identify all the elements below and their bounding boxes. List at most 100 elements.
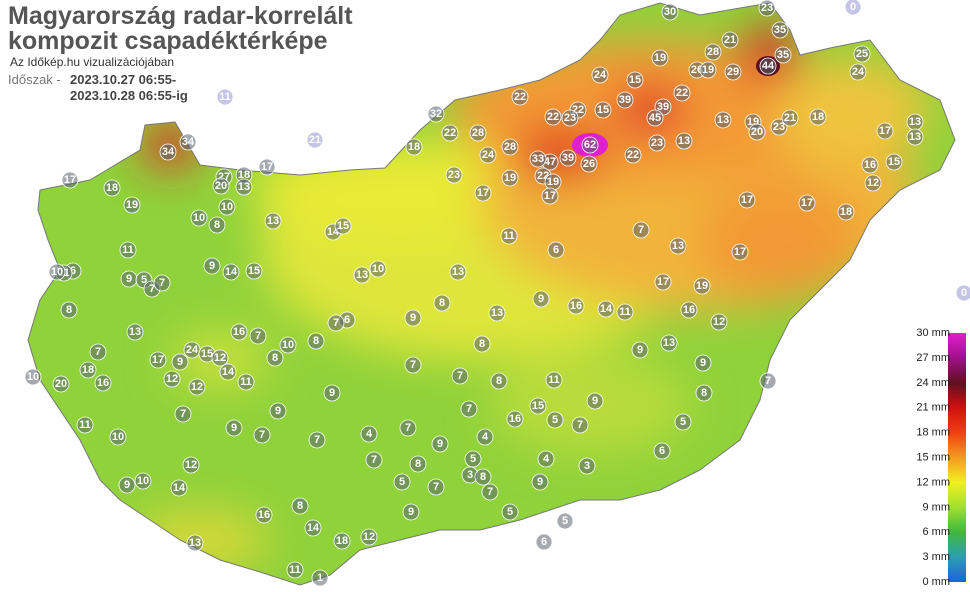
station-badge xyxy=(694,354,712,372)
station-value: 17 xyxy=(734,246,746,258)
station-badge xyxy=(861,156,879,174)
legend-label: 9 mm xyxy=(923,501,951,513)
station-badge xyxy=(126,323,144,341)
station-badge xyxy=(211,349,229,367)
station-value: 10 xyxy=(221,201,233,213)
station-badge xyxy=(433,294,451,312)
station-badge xyxy=(673,84,691,102)
station-value: 10 xyxy=(51,266,63,278)
station-value: 13 xyxy=(491,307,503,319)
station-value: 5 xyxy=(399,476,405,488)
station-badge xyxy=(249,327,267,345)
station-badge xyxy=(306,131,324,149)
station-badge xyxy=(759,372,777,390)
station-badge xyxy=(646,109,664,127)
station-value: 19 xyxy=(696,280,708,292)
station-badge xyxy=(616,91,634,109)
period-label: Időszak - xyxy=(8,72,61,87)
station-badge xyxy=(222,263,240,281)
station-value: 3 xyxy=(467,469,473,481)
station-badge xyxy=(616,303,634,321)
station-value: 28 xyxy=(472,127,484,139)
station-badge xyxy=(876,122,894,140)
station-value: 7 xyxy=(159,277,165,289)
station-value: 15 xyxy=(248,265,260,277)
station-value: 13 xyxy=(717,114,729,126)
station-value: 13 xyxy=(189,537,201,549)
station-badge xyxy=(208,216,226,234)
station-badge xyxy=(546,411,564,429)
station-badge xyxy=(571,416,589,434)
station-badge xyxy=(451,367,469,385)
station-badge xyxy=(218,198,236,216)
station-badge xyxy=(653,442,671,460)
station-value: 11 xyxy=(122,244,134,256)
station-value: 18 xyxy=(82,364,94,376)
station-value: 16 xyxy=(570,300,582,312)
station-value: 20 xyxy=(55,378,67,390)
station-value: 9 xyxy=(537,476,543,488)
station-value: 13 xyxy=(663,337,675,349)
station-badge xyxy=(488,304,506,322)
station-badge xyxy=(286,561,304,579)
station-value: 32 xyxy=(430,108,442,120)
station-value: 19 xyxy=(547,176,559,188)
station-value: 1 xyxy=(317,572,323,584)
station-badge xyxy=(695,384,713,402)
station-badge xyxy=(674,413,692,431)
station-badge xyxy=(798,194,816,212)
station-value: 22 xyxy=(676,87,688,99)
station-value: 26 xyxy=(583,158,595,170)
station-value: 7 xyxy=(371,454,377,466)
station-badge xyxy=(651,49,669,67)
title: kompozit csapadéktérképe xyxy=(8,27,328,55)
station-badge xyxy=(675,132,693,150)
station-value: 8 xyxy=(496,375,502,387)
station-value: 39 xyxy=(562,152,574,164)
station-value: 7 xyxy=(95,346,101,358)
station-badge xyxy=(849,63,867,81)
station-value: 12 xyxy=(191,381,203,393)
station-value: 62 xyxy=(584,139,596,151)
station-value: 18 xyxy=(408,141,420,153)
station-badge xyxy=(307,332,325,350)
station-value: 20 xyxy=(215,180,227,192)
station-badge xyxy=(853,45,871,63)
station-badge xyxy=(578,457,596,475)
station-badge xyxy=(594,101,612,119)
station-badge xyxy=(559,149,577,167)
station-value: 0 xyxy=(850,1,856,13)
station-badge xyxy=(631,341,649,359)
station-value: 16 xyxy=(97,377,109,389)
station-badge xyxy=(731,243,749,261)
station-value: 11 xyxy=(240,376,252,388)
station-badge xyxy=(369,260,387,278)
station-value: 19 xyxy=(654,52,666,64)
station-value: 7 xyxy=(180,408,186,420)
station-value: 21 xyxy=(309,134,321,146)
station-badge xyxy=(481,483,499,501)
station-badge xyxy=(52,375,70,393)
station-badge xyxy=(149,351,167,369)
station-value: 18 xyxy=(238,169,250,181)
station-badge xyxy=(648,134,666,152)
station-value: 15 xyxy=(337,220,349,232)
station-value: 18 xyxy=(812,111,824,123)
station-badge xyxy=(24,368,42,386)
station-value: 16 xyxy=(683,304,695,316)
station-value: 19 xyxy=(504,172,516,184)
station-badge xyxy=(597,300,615,318)
station-badge xyxy=(460,400,478,418)
station-badge xyxy=(586,392,604,410)
station-badge xyxy=(404,356,422,374)
station-value: 7 xyxy=(410,359,416,371)
station-badge xyxy=(245,262,263,280)
station-value: 15 xyxy=(629,74,641,86)
station-value: 34 xyxy=(162,146,175,158)
station-badge xyxy=(479,146,497,164)
station-value: 8 xyxy=(479,338,485,350)
station-badge xyxy=(159,143,177,161)
station-badge xyxy=(581,136,599,154)
station-value: 4 xyxy=(482,431,489,443)
station-value: 14 xyxy=(600,303,613,315)
